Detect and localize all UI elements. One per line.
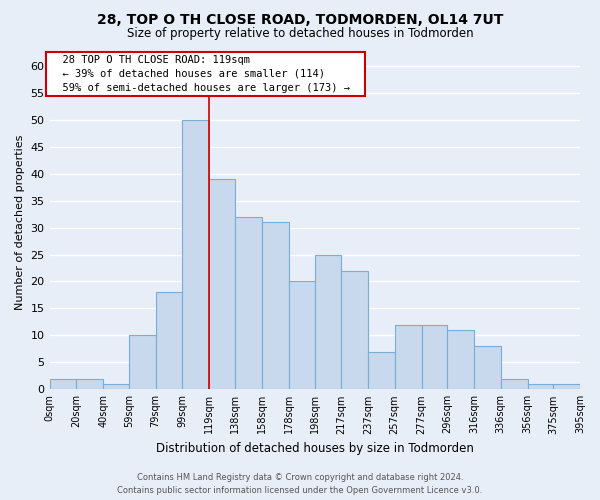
- Bar: [422, 324, 447, 390]
- Bar: [527, 384, 553, 390]
- Bar: [474, 346, 501, 390]
- Bar: [395, 324, 422, 390]
- Bar: [129, 336, 155, 390]
- Text: Contains HM Land Registry data © Crown copyright and database right 2024.
Contai: Contains HM Land Registry data © Crown c…: [118, 474, 482, 495]
- Bar: [341, 270, 368, 390]
- Bar: [262, 222, 289, 390]
- Bar: [316, 254, 341, 390]
- Bar: [501, 378, 527, 390]
- Bar: [50, 378, 76, 390]
- Text: Size of property relative to detached houses in Todmorden: Size of property relative to detached ho…: [127, 28, 473, 40]
- Bar: [103, 384, 129, 390]
- Text: 28 TOP O TH CLOSE ROAD: 119sqm  
  ← 39% of detached houses are smaller (114)  
: 28 TOP O TH CLOSE ROAD: 119sqm ← 39% of …: [50, 55, 362, 93]
- Bar: [209, 179, 235, 390]
- Bar: [580, 384, 600, 390]
- Y-axis label: Number of detached properties: Number of detached properties: [15, 134, 25, 310]
- Bar: [368, 352, 395, 390]
- Bar: [235, 217, 262, 390]
- Bar: [155, 292, 182, 390]
- Bar: [447, 330, 474, 390]
- Bar: [553, 384, 580, 390]
- Bar: [76, 378, 103, 390]
- X-axis label: Distribution of detached houses by size in Todmorden: Distribution of detached houses by size …: [156, 442, 474, 455]
- Text: 28, TOP O TH CLOSE ROAD, TODMORDEN, OL14 7UT: 28, TOP O TH CLOSE ROAD, TODMORDEN, OL14…: [97, 12, 503, 26]
- Bar: [182, 120, 209, 390]
- Bar: [289, 282, 316, 390]
